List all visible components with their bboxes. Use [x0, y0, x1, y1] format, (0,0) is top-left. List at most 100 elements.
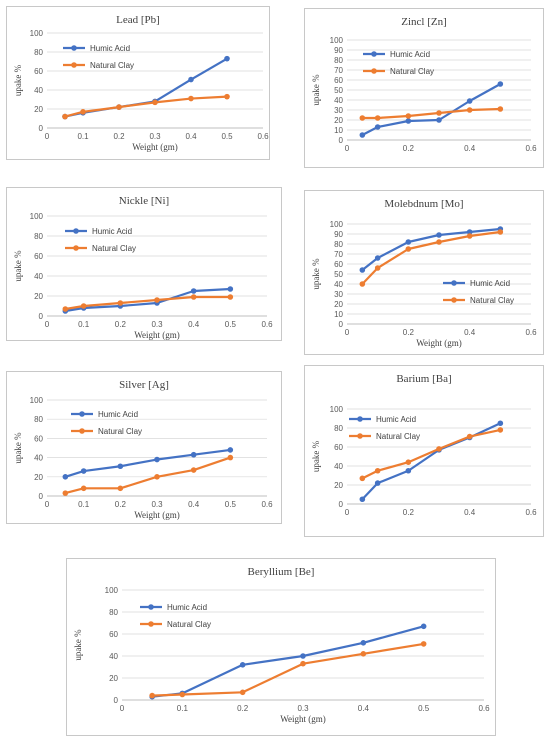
data-point: [224, 93, 230, 100]
series-line: [361, 428, 501, 480]
y-axis-label: upake %: [13, 432, 23, 464]
series-line: [361, 83, 501, 136]
y-tick-label: 100: [330, 405, 344, 414]
y-tick-label: 10: [334, 126, 343, 135]
legend-marker: [148, 604, 154, 610]
data-point: [80, 109, 86, 115]
data-point: [117, 485, 124, 492]
y-tick-label: 20: [334, 116, 343, 125]
x-tick-label: 0: [45, 500, 50, 509]
y-axis-label: upake %: [13, 64, 23, 96]
y-tick-label: 30: [334, 290, 343, 299]
y-tick-label: 20: [334, 300, 343, 309]
legend-marker: [71, 62, 77, 68]
x-tick-label: 0.5: [225, 320, 237, 329]
data-point: [420, 641, 427, 647]
series-line: [65, 287, 231, 313]
y-tick-label: 90: [334, 46, 343, 55]
chart-svg: Beryllium [Be] 0 20 40 60 80 100 0 0.1 0.2 0.3 0.4 0…: [73, 566, 490, 724]
data-point: [374, 467, 381, 474]
x-tick-label: 0.2: [403, 508, 415, 517]
legend-marker: [73, 245, 79, 251]
data-point: [188, 76, 194, 83]
data-point: [436, 110, 442, 116]
x-tick-label: 0.3: [297, 704, 309, 713]
legend-marker: [79, 428, 85, 434]
y-tick-label: 80: [334, 240, 343, 249]
y-axis-label: upake %: [311, 440, 321, 472]
y-tick-label: 90: [334, 230, 343, 239]
chart-title: Beryllium [Be]: [248, 566, 315, 578]
chart-panel-barium: Barium [Ba] 0 20 40 60 80 100 0 0.2 0.4 0.6 upake %…: [304, 365, 544, 537]
chart-title: Nickle [Ni]: [119, 195, 169, 207]
data-point: [466, 107, 473, 113]
x-tick-label: 0.4: [464, 144, 476, 153]
legend-label: Natural Clay: [90, 61, 134, 70]
legend-label: Humic Acid: [92, 227, 132, 236]
y-axis-label: upake %: [311, 258, 321, 290]
data-point: [179, 691, 186, 698]
y-tick-label: 0: [39, 124, 44, 133]
x-tick-label: 0.4: [185, 132, 197, 141]
x-tick-label: 0.5: [221, 132, 233, 141]
data-point: [436, 446, 442, 452]
data-point: [405, 459, 412, 465]
x-tick-label: 0.4: [358, 704, 370, 713]
series-line: [65, 295, 231, 311]
chart-svg: Barium [Ba] 0 20 40 60 80 100 0 0.2 0.4 0.6 upake %…: [311, 373, 537, 517]
y-tick-label: 50: [334, 270, 343, 279]
chart-panel-lead: Lead [Pb] 0 20 40 60 80 100 0 0.1 0.2 0.3 0.4 0.5 0.6…: [6, 6, 270, 160]
x-tick-label: 0: [345, 508, 350, 517]
x-tick-label: 0.3: [151, 500, 163, 509]
data-point: [80, 485, 87, 492]
y-tick-label: 60: [109, 630, 118, 639]
x-tick-label: 0.5: [225, 500, 237, 509]
data-point: [62, 474, 69, 480]
y-axis-label: upake %: [311, 74, 321, 106]
x-tick-label: 0.1: [77, 132, 89, 141]
data-point: [359, 475, 366, 482]
data-point: [436, 117, 442, 123]
data-point: [359, 281, 366, 287]
data-point: [466, 433, 473, 440]
data-point: [374, 124, 381, 130]
data-point: [224, 55, 230, 62]
legend-marker: [148, 621, 154, 627]
data-point: [374, 265, 381, 271]
y-tick-label: 70: [334, 66, 343, 75]
legend-label: Natural Clay: [376, 432, 420, 441]
y-tick-label: 0: [39, 312, 44, 321]
legend-label: Humic Acid: [98, 410, 138, 419]
chart-title: Silver [Ag]: [119, 379, 169, 391]
y-tick-label: 60: [34, 67, 43, 76]
data-point: [374, 480, 381, 486]
chart-title: Barium [Ba]: [396, 373, 451, 385]
y-tick-label: 40: [34, 272, 43, 281]
data-point: [436, 232, 442, 238]
x-tick-label: 0.5: [418, 704, 430, 713]
data-point: [80, 303, 87, 309]
data-point: [117, 300, 124, 306]
y-tick-label: 20: [109, 674, 118, 683]
data-point: [149, 692, 155, 699]
data-point: [152, 99, 158, 106]
legend-label: Natural Clay: [390, 67, 434, 76]
y-axis-label: upake %: [13, 250, 23, 282]
legend-label: Natural Clay: [167, 620, 211, 629]
data-point: [80, 468, 87, 474]
y-axis-label: upake %: [73, 629, 83, 661]
y-tick-label: 80: [34, 232, 43, 241]
y-tick-label: 100: [30, 396, 44, 405]
chart-svg: Silver [Ag] 0 20 40 60 80 100 0 0.1 0.2 0.3 0.4 0.5 0…: [13, 379, 273, 520]
data-point: [300, 653, 306, 659]
x-axis-label: Weight (gm): [134, 330, 180, 340]
legend-marker: [357, 433, 363, 439]
x-tick-label: 0.2: [113, 132, 125, 141]
data-point: [359, 115, 366, 121]
chart-panel-nickel: Nickle [Ni] 0 20 40 60 80 100 0 0.1 0.2 0.3 0.4 0.5 0…: [6, 187, 282, 341]
data-point: [374, 115, 381, 121]
series-line: [152, 642, 424, 697]
y-tick-label: 80: [334, 56, 343, 65]
data-point: [405, 113, 412, 119]
